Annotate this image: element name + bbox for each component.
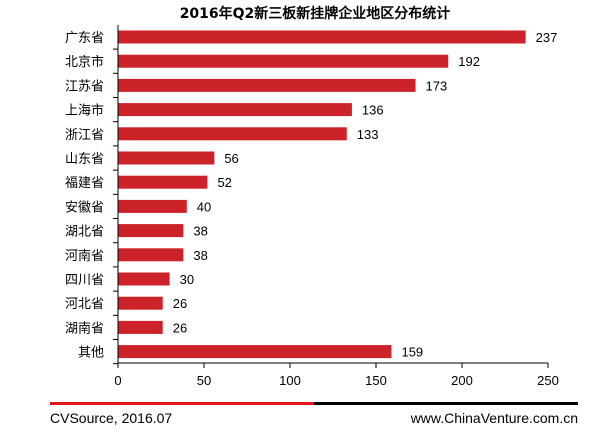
x-tick-label: 250 <box>537 373 559 388</box>
data-label: 192 <box>458 54 480 69</box>
bar <box>118 224 184 238</box>
website-link[interactable]: www.ChinaVenture.com.cn <box>410 410 578 426</box>
x-tick-label: 200 <box>451 373 473 388</box>
bar <box>118 296 163 310</box>
bar <box>118 272 170 286</box>
data-label: 136 <box>362 103 384 118</box>
category-label: 上海市 <box>65 103 104 119</box>
category-label: 北京市 <box>65 54 104 70</box>
data-label: 26 <box>173 320 187 335</box>
bar <box>118 103 352 117</box>
category-label: 湖北省 <box>65 225 104 240</box>
data-label: 30 <box>180 272 194 287</box>
data-label: 237 <box>536 30 558 45</box>
data-label: 52 <box>217 175 231 190</box>
data-label: 56 <box>224 151 238 166</box>
source-note: CVSource, 2016.07 <box>50 410 173 426</box>
bar <box>118 127 347 141</box>
bar <box>118 345 392 359</box>
category-label: 河北省 <box>65 297 104 312</box>
category-label: 四川省 <box>65 273 104 288</box>
bar <box>118 151 215 165</box>
category-label: 河南省 <box>65 248 104 264</box>
bar <box>118 175 208 189</box>
bar <box>118 199 187 213</box>
category-label: 其他 <box>78 346 104 361</box>
data-label: 38 <box>193 224 207 239</box>
category-label: 广东省 <box>65 31 104 46</box>
category-label: 湖南省 <box>65 320 104 336</box>
category-label: 江苏省 <box>65 78 104 94</box>
data-label: 133 <box>357 127 379 142</box>
data-label: 26 <box>173 296 187 311</box>
category-label: 安徽省 <box>65 200 104 215</box>
bar <box>118 320 163 334</box>
category-label: 福建省 <box>65 176 104 191</box>
footer-rule-red <box>50 402 314 405</box>
chart-title: 2016年Q2新三板新挂牌企业地区分布统计 <box>180 5 451 22</box>
bar <box>118 78 416 92</box>
x-tick-label: 100 <box>279 373 301 388</box>
x-tick-label: 50 <box>197 373 211 388</box>
bar <box>118 54 449 68</box>
data-label: 159 <box>401 345 423 360</box>
data-label: 40 <box>197 199 211 214</box>
bar <box>118 30 526 44</box>
data-label: 38 <box>193 248 207 263</box>
footer-rule-black <box>314 402 578 405</box>
x-tick-label: 150 <box>365 373 387 388</box>
category-label: 山东省 <box>65 152 104 167</box>
category-label: 浙江省 <box>65 128 104 143</box>
bar <box>118 248 184 262</box>
x-tick-label: 0 <box>114 373 121 388</box>
data-label: 173 <box>426 78 448 93</box>
